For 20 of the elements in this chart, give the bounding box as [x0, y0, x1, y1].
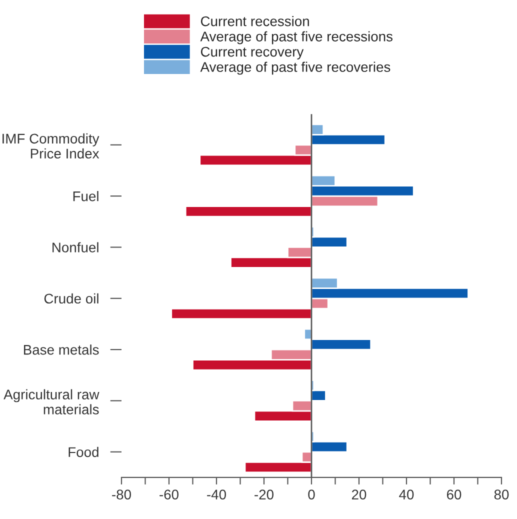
- x-tick-label: 20: [352, 490, 366, 500]
- y-tick-label: IMF Commodity Price Index: [2, 133, 100, 159]
- x-tick-label: 0: [308, 490, 315, 500]
- y-tick-label: Base metals: [24, 344, 99, 355]
- y-tick-label: Crude oil: [44, 293, 98, 304]
- legend-label: Average of past five recoveries: [200, 62, 390, 75]
- x-tick-label: 80: [494, 490, 509, 500]
- y-tick-label: Nonfuel: [52, 242, 98, 252]
- legend-label: Current recovery: [200, 46, 304, 60]
- x-tick-label: -40: [207, 490, 226, 500]
- y-tick-label: Food: [68, 446, 98, 458]
- x-tick-label: -20: [254, 490, 274, 500]
- x-tick-label: 40: [399, 490, 414, 500]
- x-tick-label: 60: [446, 490, 462, 500]
- x-tick-label: -80: [112, 490, 131, 500]
- legend-label: Current recession: [200, 16, 309, 26]
- legend-label: Average of past five recessions: [200, 31, 392, 44]
- y-tick-label: Agricultural raw materials: [4, 389, 100, 414]
- y-tick-label: Fuel: [73, 191, 98, 202]
- x-tick-label: -60: [160, 490, 178, 500]
